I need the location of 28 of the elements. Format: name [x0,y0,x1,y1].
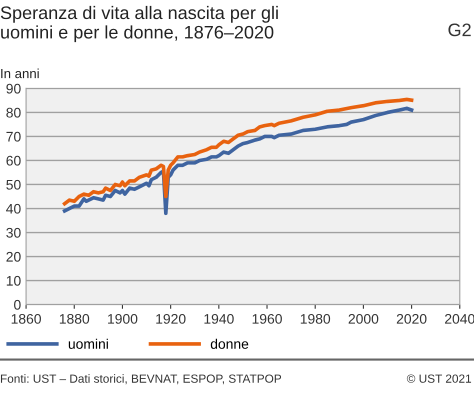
y-tick-label: 20 [6,252,21,262]
legend-label: uomini [68,338,108,349]
legend-label: donne [210,338,248,349]
line-series [62,106,414,216]
y-tick-label: 0 [14,300,21,310]
text: G2 [448,24,471,36]
y-tick-label: 70 [6,132,21,142]
text: Fonti: UST – Dati storici, BEVNAT, ESPOP, STATPOP [0,374,282,384]
y-tick-label: 40 [6,204,21,214]
x-tick-label: 1860 [12,314,41,324]
x-tick-label: 1880 [60,314,90,324]
x-tick-label: 1920 [156,314,186,324]
line-series [62,98,414,206]
y-tick-label: 10 [6,276,21,286]
x-tick-label: 1980 [300,314,330,324]
y-axis-title: In anni [1,68,39,78]
x-tick-label: 2000 [348,314,378,324]
x-tick-label: 2020 [396,314,426,324]
chart-title: Speranza di vita alla nascita per gli uomini e per le donne, 1876–2020 [0,6,278,42]
y-tick-label: 60 [6,156,21,166]
x-tick-label: 1940 [204,314,234,324]
y-tick-label: 50 [6,180,21,190]
x-tick-label: 1900 [108,314,138,324]
y-tick-label: 90 [6,84,21,94]
text: © UST 2021 [406,374,472,383]
x-tick-label: 1960 [252,314,282,324]
y-tick-label: 80 [6,108,21,118]
y-tick-label: 30 [6,228,21,238]
